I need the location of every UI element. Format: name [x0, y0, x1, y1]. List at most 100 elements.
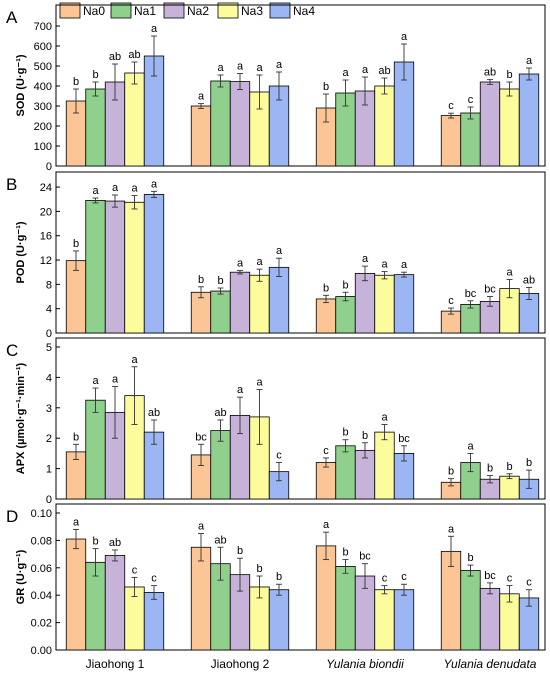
significance-letter: b: [73, 431, 79, 443]
significance-letter: c: [448, 295, 454, 307]
significance-letter: b: [487, 463, 493, 475]
y-tick-label: 2: [46, 433, 52, 445]
significance-letter: ab: [128, 49, 140, 61]
significance-letter: b: [256, 563, 262, 575]
significance-letter: c: [401, 571, 407, 583]
significance-letter: c: [468, 94, 474, 106]
significance-letter: c: [323, 445, 329, 457]
significance-letter: a: [237, 257, 244, 269]
legend-swatch-na3: [217, 2, 239, 19]
significance-letter: a: [112, 374, 119, 386]
significance-letter: c: [448, 100, 454, 112]
significance-letter: b: [362, 430, 368, 442]
bar: [143, 592, 165, 651]
y-tick-label: 8: [46, 279, 52, 291]
significance-letter: a: [237, 61, 244, 73]
bar: [335, 566, 356, 651]
bar: [374, 589, 395, 651]
significance-letter: b: [342, 279, 348, 291]
significance-letter: a: [73, 516, 80, 528]
y-axis-label: POD (U·g⁻¹): [15, 221, 27, 283]
y-tick-label: 0.04: [31, 590, 52, 602]
significance-letter: a: [362, 64, 369, 76]
significance-letter: a: [198, 91, 205, 103]
y-tick-label: 24: [40, 182, 52, 194]
significance-letter: a: [256, 377, 263, 389]
significance-letter: b: [467, 552, 473, 564]
significance-letter: c: [132, 564, 138, 576]
y-tick-label: 200: [34, 121, 52, 133]
significance-letter: b: [92, 536, 98, 548]
bar: [249, 274, 270, 334]
legend-swatch-na4: [269, 2, 291, 19]
significance-letter: a: [323, 519, 330, 531]
significance-letter: a: [401, 259, 408, 271]
panel-frame: [55, 503, 546, 651]
bar: [268, 589, 290, 651]
significance-letter: a: [92, 185, 99, 197]
bar: [460, 304, 481, 334]
bar: [393, 274, 415, 334]
bar: [190, 546, 212, 651]
significance-letter: b: [276, 571, 282, 583]
significance-letter: c: [507, 573, 513, 585]
y-tick-label: 700: [34, 21, 52, 33]
bar: [374, 431, 395, 500]
significance-letter: a: [276, 59, 283, 71]
significance-letter: c: [151, 573, 157, 585]
bar: [85, 399, 106, 500]
significance-letter: b: [217, 275, 223, 287]
bar: [124, 72, 145, 167]
y-tick-label: 16: [40, 231, 52, 243]
significance-letter: a: [237, 384, 244, 396]
bar: [315, 462, 337, 500]
significance-letter: b: [323, 81, 329, 93]
panel-letter: B: [6, 175, 17, 194]
y-tick-label: 3: [46, 403, 52, 415]
significance-letter: a: [362, 253, 369, 265]
significance-letter: a: [217, 62, 224, 74]
y-tick-label: 4: [46, 372, 52, 384]
y-tick-label: 5: [46, 342, 52, 354]
significance-letter: a: [112, 182, 119, 194]
significance-letter: ab: [214, 534, 226, 546]
y-tick-label: 20: [40, 206, 52, 218]
legend-label-na3: Na3: [241, 4, 263, 18]
x-axis-categories: Jiaohong 1 Jiaohong 2 Yulania biondii Yulan…: [86, 657, 537, 671]
significance-letter: bc: [195, 431, 207, 443]
significance-letter: ab: [148, 407, 160, 419]
significance-letter: c: [382, 573, 388, 585]
significance-letter: a: [381, 259, 388, 271]
bar: [460, 570, 481, 651]
significance-letter: b: [526, 457, 532, 469]
panel-letter: D: [6, 507, 18, 526]
bar: [65, 260, 87, 334]
y-tick-label: 0.08: [31, 535, 52, 547]
bar: [499, 475, 520, 500]
significance-letter: a: [526, 55, 533, 67]
y-tick-label: 500: [34, 61, 52, 73]
bar: [354, 273, 376, 334]
bar: [315, 298, 337, 334]
panel-frame: [55, 171, 546, 334]
bar: [393, 589, 415, 651]
y-axis-label: GR (U·g⁻¹): [15, 549, 27, 604]
significance-letter: b: [506, 69, 512, 81]
y-tick-label: 0.06: [31, 563, 52, 575]
bar: [85, 88, 106, 167]
bar: [315, 545, 337, 651]
y-tick-label: 100: [34, 141, 52, 153]
significance-letter: a: [506, 266, 513, 278]
bar: [190, 105, 212, 167]
bar: [518, 73, 540, 167]
significance-letter: a: [342, 67, 349, 79]
significance-letter: ab: [109, 537, 121, 549]
significance-letter: b: [237, 545, 243, 557]
significance-letter: ab: [378, 65, 390, 77]
bar: [229, 81, 251, 167]
significance-letter: b: [323, 282, 329, 294]
